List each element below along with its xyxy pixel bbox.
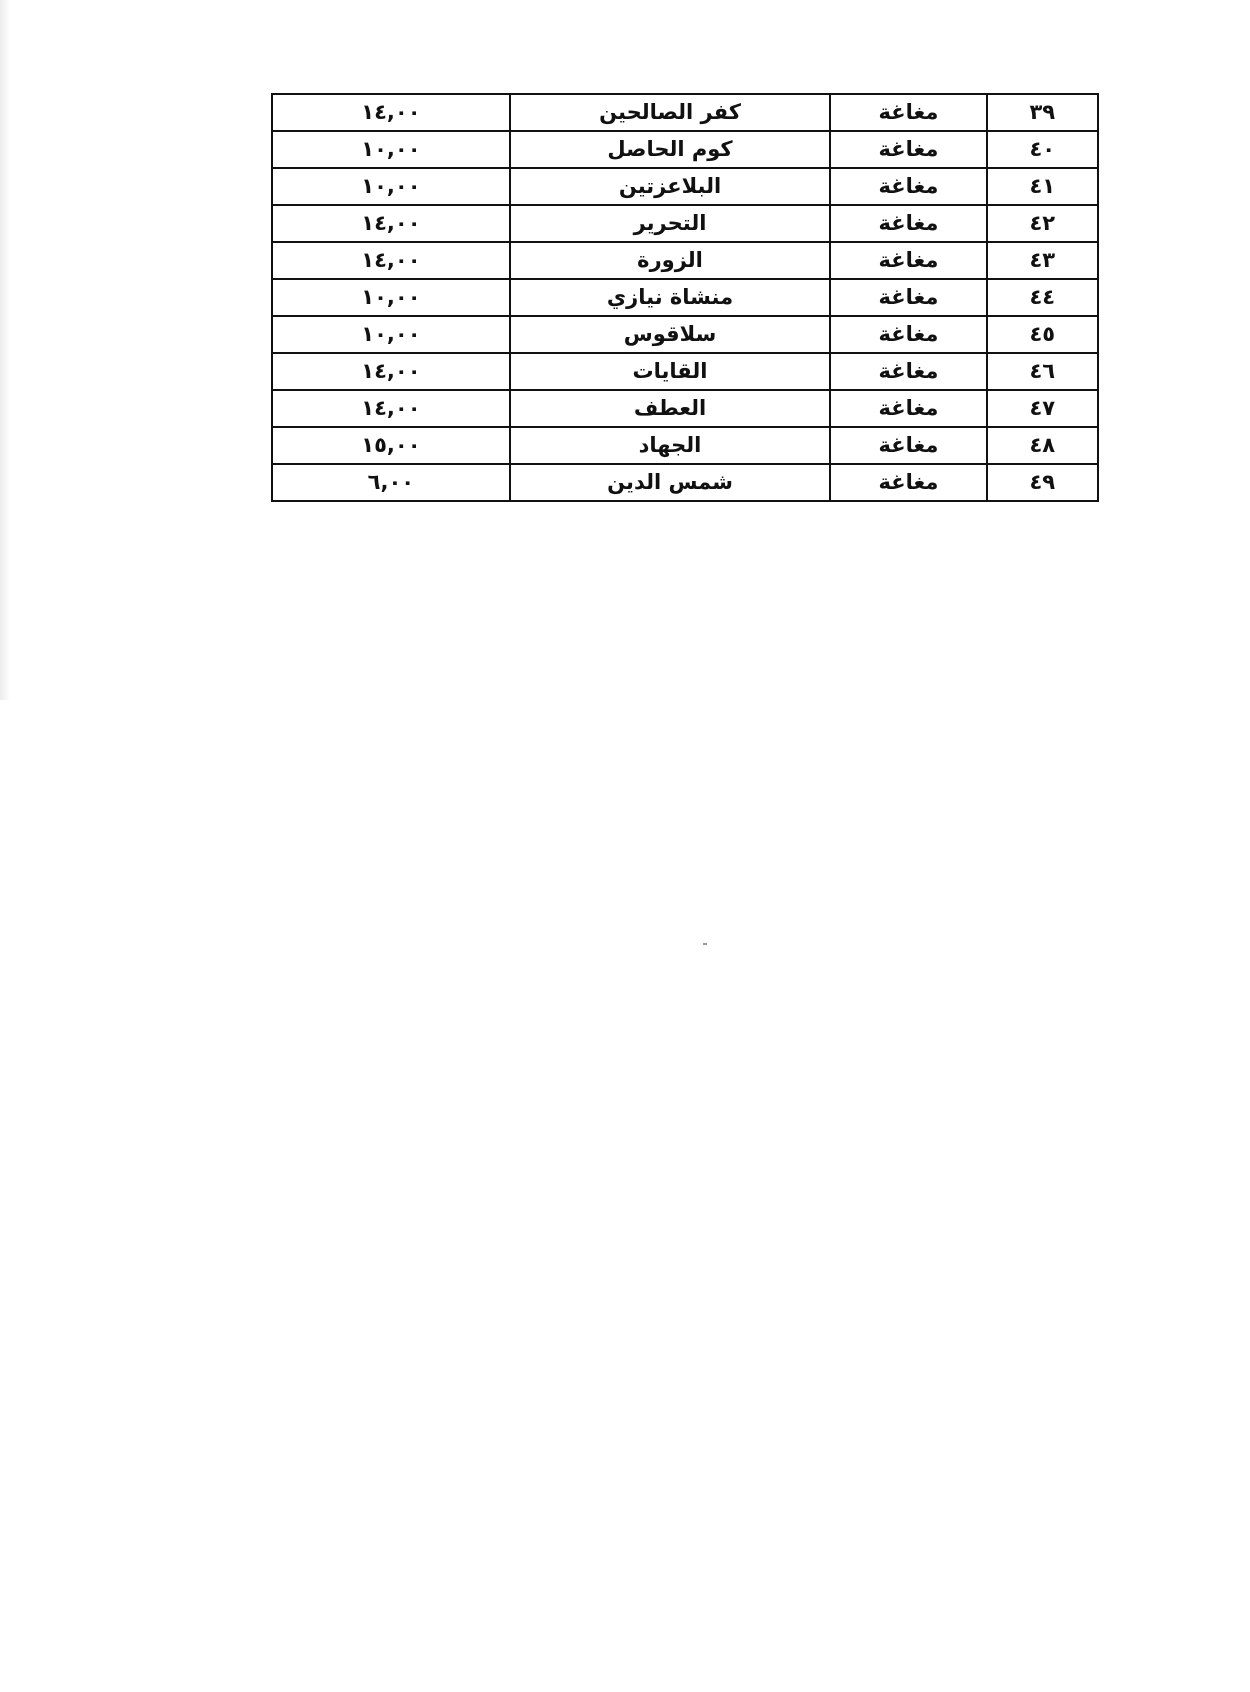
row-status: مغاغة — [829, 389, 988, 428]
row-value: ١٠,٠٠ — [271, 167, 511, 206]
row-status: مغاغة — [829, 93, 988, 132]
row-number: ٤٢ — [985, 204, 1100, 243]
row-name: شمس الدين — [508, 463, 832, 502]
row-number: ٤١ — [985, 167, 1100, 206]
row-status: مغاغة — [829, 130, 988, 169]
table-row: ٤٩ مغاغة شمس الدين ٦,٠٠ — [271, 463, 1100, 502]
row-status: مغاغة — [829, 352, 988, 391]
row-name: سلاقوس — [508, 315, 832, 354]
row-status: مغاغة — [829, 315, 988, 354]
row-number: ٤٥ — [985, 315, 1100, 354]
row-status: مغاغة — [829, 278, 988, 317]
row-value: ١٠,٠٠ — [271, 130, 511, 169]
row-number: ٤٩ — [985, 463, 1100, 502]
table-row: ٤٨ مغاغة الجهاد ١٥,٠٠ — [271, 426, 1100, 465]
table-body: ٣٩ مغاغة كفر الصالحين ١٤,٠٠ ٤٠ مغاغة كوم الحاص… — [271, 93, 1100, 502]
row-value: ١٤,٠٠ — [271, 241, 511, 280]
row-number: ٤٧ — [985, 389, 1100, 428]
row-name: الزورة — [508, 241, 832, 280]
row-number: ٤٠ — [985, 130, 1100, 169]
table-row: ٤٢ مغاغة التحرير ١٤,٠٠ — [271, 204, 1100, 243]
table-row: ٤٥ مغاغة سلاقوس ١٠,٠٠ — [271, 315, 1100, 354]
row-name: التحرير — [508, 204, 832, 243]
row-value: ١٠,٠٠ — [271, 278, 511, 317]
row-status: مغاغة — [829, 426, 988, 465]
row-name: كوم الحاصل — [508, 130, 832, 169]
table-row: ٤٠ مغاغة كوم الحاصل ١٠,٠٠ — [271, 130, 1100, 169]
table-row: ٤٣ مغاغة الزورة ١٤,٠٠ — [271, 241, 1100, 280]
row-value: ١٠,٠٠ — [271, 315, 511, 354]
row-name: القايات — [508, 352, 832, 391]
row-number: ٤٦ — [985, 352, 1100, 391]
row-number: ٤٨ — [985, 426, 1100, 465]
scan-speck — [703, 943, 707, 945]
row-name: منشاة نيازي — [508, 278, 832, 317]
row-name: العطف — [508, 389, 832, 428]
row-value: ١٤,٠٠ — [271, 204, 511, 243]
table-row: ٤٧ مغاغة العطف ١٤,٠٠ — [271, 389, 1100, 428]
row-status: مغاغة — [829, 463, 988, 502]
row-value: ١٥,٠٠ — [271, 426, 511, 465]
table-row: ٣٩ مغاغة كفر الصالحين ١٤,٠٠ — [271, 93, 1100, 132]
row-value: ١٤,٠٠ — [271, 352, 511, 391]
row-value: ١٤,٠٠ — [271, 389, 511, 428]
table-row: ٤٦ مغاغة القايات ١٤,٠٠ — [271, 352, 1100, 391]
row-name: الجهاد — [508, 426, 832, 465]
row-number: ٤٣ — [985, 241, 1100, 280]
row-number: ٤٤ — [985, 278, 1100, 317]
row-value: ٦,٠٠ — [271, 463, 511, 502]
row-status: مغاغة — [829, 241, 988, 280]
row-status: مغاغة — [829, 204, 988, 243]
table-row: ٤١ مغاغة البلاعزتين ١٠,٠٠ — [271, 167, 1100, 206]
scan-edge-shadow — [0, 0, 10, 700]
row-number: ٣٩ — [985, 93, 1100, 132]
data-table: ٣٩ مغاغة كفر الصالحين ١٤,٠٠ ٤٠ مغاغة كوم الحاص… — [271, 93, 1100, 502]
row-value: ١٤,٠٠ — [271, 93, 511, 132]
row-name: البلاعزتين — [508, 167, 832, 206]
table-row: ٤٤ مغاغة منشاة نيازي ١٠,٠٠ — [271, 278, 1100, 317]
row-name: كفر الصالحين — [508, 93, 832, 132]
row-status: مغاغة — [829, 167, 988, 206]
